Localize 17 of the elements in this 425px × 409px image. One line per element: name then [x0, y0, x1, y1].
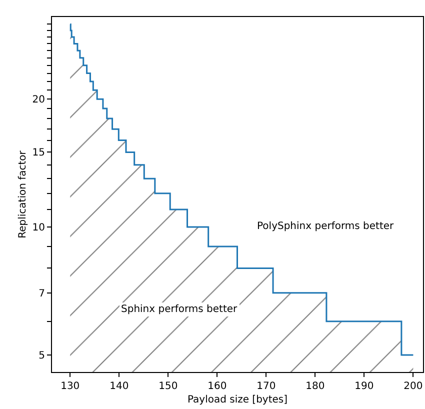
y-tick-label: 7	[38, 288, 45, 300]
x-tick-label: 140	[110, 381, 129, 392]
y-tick-label: 15	[32, 148, 45, 159]
x-tick-label: 180	[306, 381, 325, 392]
y-tick-label: 5	[38, 350, 45, 362]
y-tick-label: 10	[32, 222, 45, 234]
x-tick-label: 190	[354, 381, 374, 392]
x-tick-label: 160	[208, 381, 227, 392]
annotation: PolySphinx performs better	[257, 221, 395, 232]
x-axis-title: Payload size [bytes]	[187, 394, 288, 406]
y-tick-label: 20	[32, 94, 45, 106]
x-tick-label: 200	[404, 381, 423, 392]
annotation: Sphinx performs better	[121, 304, 238, 315]
y-axis-title: Replication factor	[17, 150, 28, 238]
x-tick-label: 170	[256, 381, 276, 392]
x-tick-label: 150	[158, 381, 178, 392]
x-tick-label: 130	[60, 381, 80, 392]
